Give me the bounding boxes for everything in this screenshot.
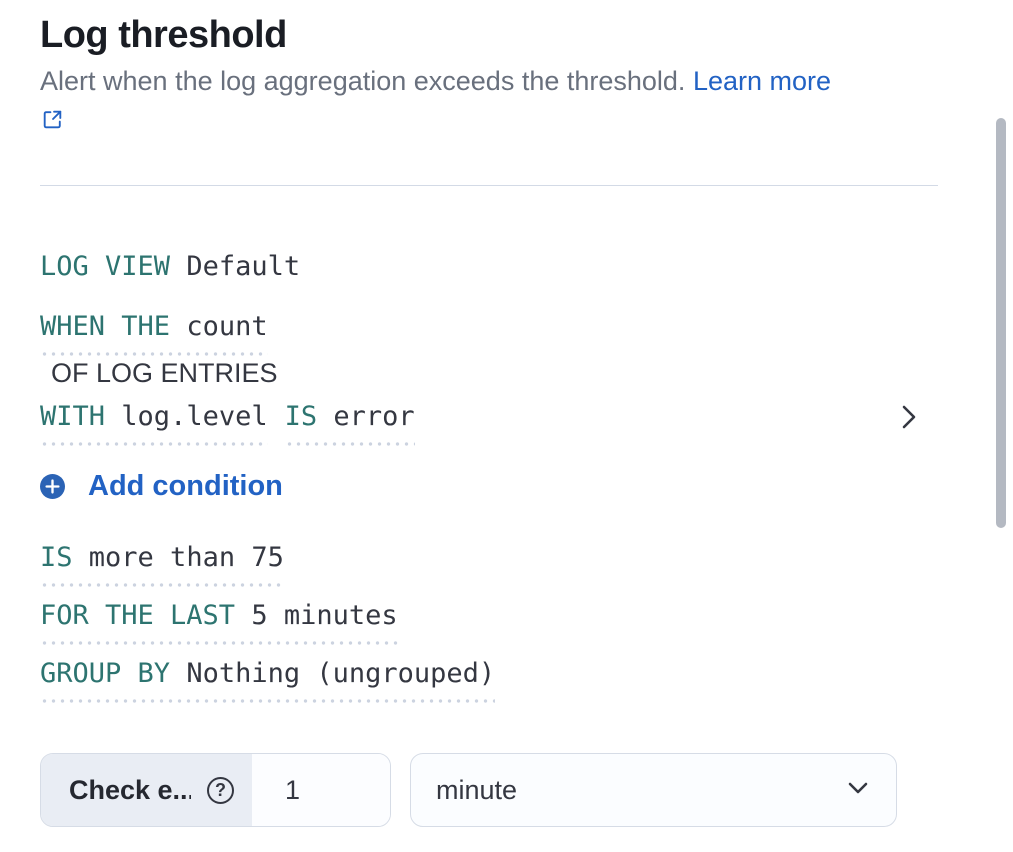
group-by-keyword: GROUP BY <box>40 658 171 689</box>
check-every-group: Check e... ? <box>40 753 391 827</box>
with-condition-row: WITH log.level IS error <box>40 400 938 446</box>
with-field-value: log.level <box>121 401 268 432</box>
threshold-expression[interactable]: IS more than 75 <box>40 541 284 587</box>
plus-in-circle-icon <box>40 474 65 499</box>
interval-input[interactable] <box>252 774 390 806</box>
interval-unit-select[interactable]: minute <box>410 753 897 827</box>
subtitle-text: Alert when the log aggregation exceeds t… <box>40 66 686 96</box>
with-field-expression[interactable]: WITH log.level <box>40 400 268 446</box>
with-keyword: WITH <box>40 401 106 432</box>
add-condition-label: Add condition <box>88 470 283 502</box>
section-divider <box>40 185 938 186</box>
threshold-keyword: IS <box>40 542 73 573</box>
with-condition-expressions: WITH log.level IS error <box>40 400 415 446</box>
is-keyword: IS <box>284 401 318 432</box>
group-by-value: Nothing (ungrouped) <box>186 658 496 689</box>
when-value: count <box>186 311 268 342</box>
log-view-keyword: LOG VIEW <box>40 251 171 282</box>
group-by-expression[interactable]: GROUP BY Nothing (ungrouped) <box>40 657 496 703</box>
page-subtitle: Alert when the log aggregation exceeds t… <box>40 64 938 99</box>
time-window-keyword: FOR THE LAST <box>40 600 236 631</box>
vertical-scrollbar-thumb[interactable] <box>996 118 1006 528</box>
question-in-circle-icon[interactable]: ? <box>207 776 234 804</box>
time-window-row: FOR THE LAST 5 minutes <box>40 599 938 645</box>
chevron-right-icon[interactable] <box>896 402 922 435</box>
log-view-row: LOG VIEW Default <box>40 250 938 284</box>
when-keyword: WHEN THE <box>40 311 171 342</box>
log-view-value: Default <box>186 251 301 282</box>
threshold-row: IS more than 75 <box>40 541 938 587</box>
schedule-controls: Check e... ? minute <box>40 753 938 827</box>
external-link-icon[interactable] <box>40 107 65 132</box>
page-title: Log threshold <box>40 14 287 56</box>
threshold-value: more than 75 <box>88 542 284 573</box>
add-condition-button[interactable]: Add condition <box>40 470 283 503</box>
learn-more-icon-line <box>40 107 938 135</box>
alert-expression-editor: LOG VIEW Default WHEN THE count OF LOG E… <box>40 250 938 703</box>
check-every-label: Check e... <box>69 774 191 805</box>
chevron-down-icon <box>842 772 874 809</box>
comparator-value: error <box>333 401 415 432</box>
interval-unit-value: minute <box>436 774 518 805</box>
time-window-value: 5 minutes <box>251 600 398 631</box>
interval-field-section <box>252 754 390 826</box>
time-window-expression[interactable]: FOR THE LAST 5 minutes <box>40 599 398 645</box>
with-comparator-expression[interactable]: IS error <box>284 400 415 446</box>
group-by-row: GROUP BY Nothing (ungrouped) <box>40 657 938 703</box>
check-every-label-section: Check e... ? <box>41 754 252 826</box>
of-log-entries-label: OF LOG ENTRIES <box>51 358 278 388</box>
when-aggregation-expression[interactable]: WHEN THE count <box>40 310 268 356</box>
learn-more-link[interactable]: Learn more <box>692 66 832 96</box>
panel-content: Log threshold Alert when the log aggrega… <box>40 14 938 827</box>
when-row: WHEN THE count <box>40 310 938 356</box>
